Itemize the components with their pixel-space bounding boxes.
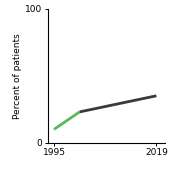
Y-axis label: Percent of patients: Percent of patients	[13, 33, 22, 118]
